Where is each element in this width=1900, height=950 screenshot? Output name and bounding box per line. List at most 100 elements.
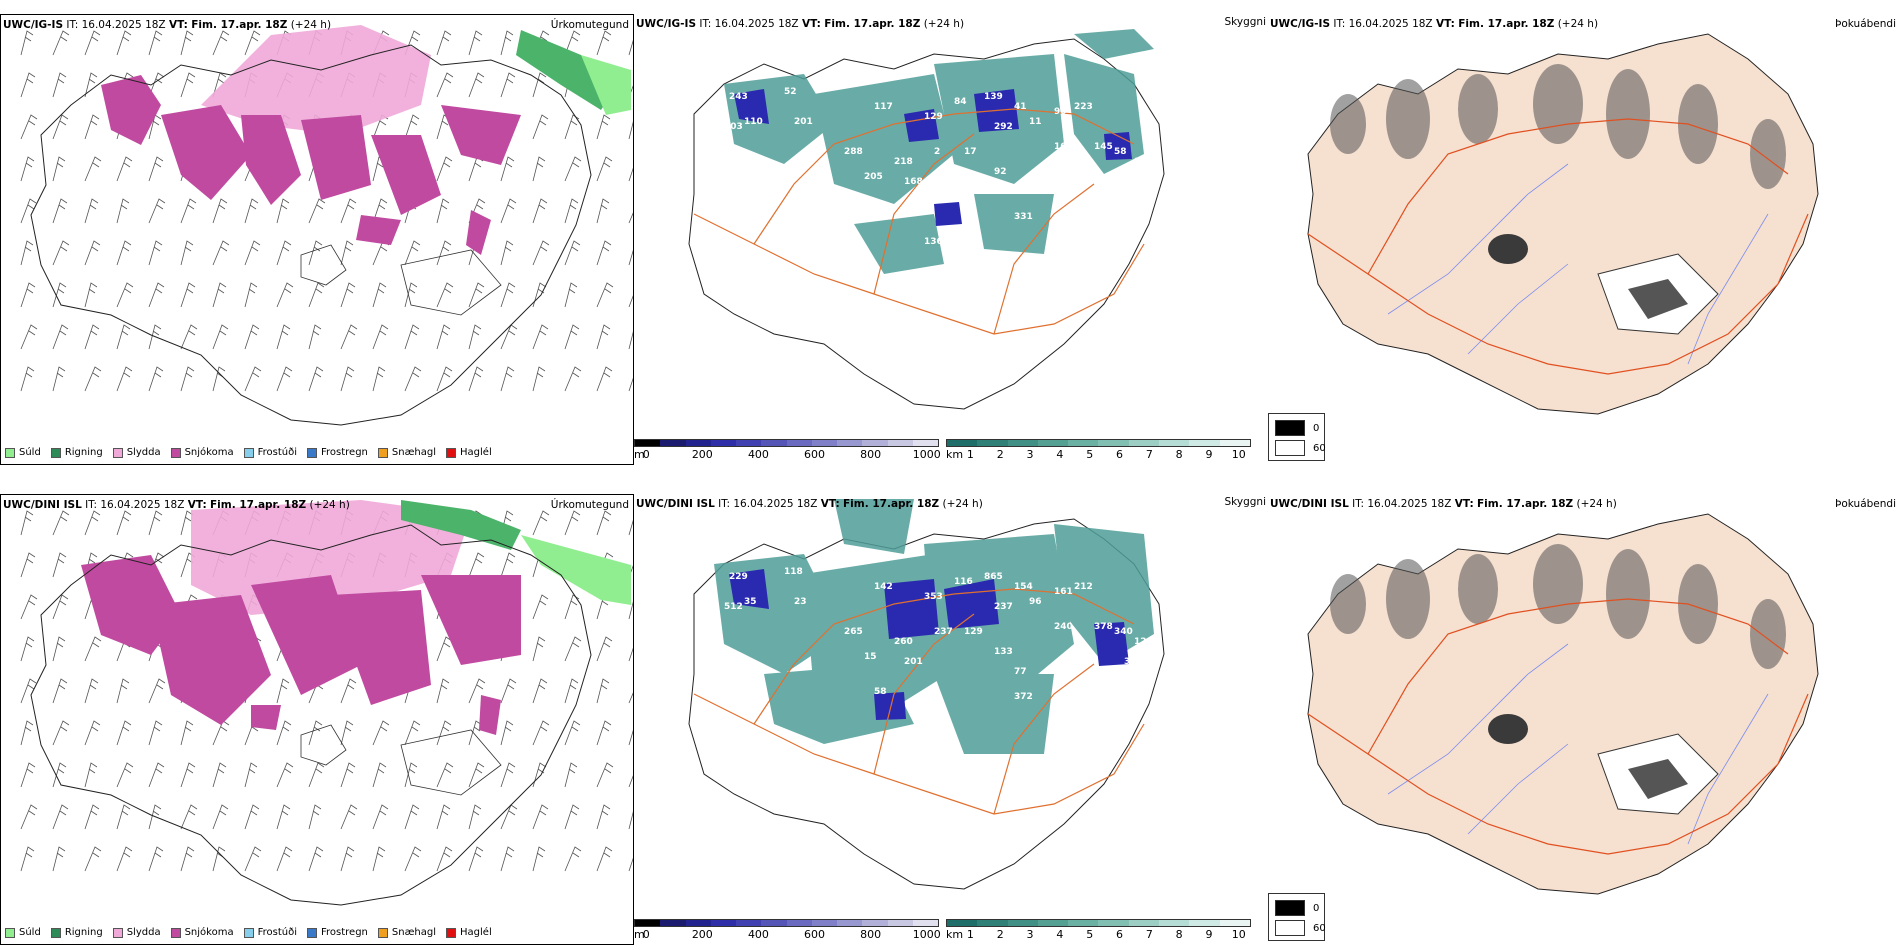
legend-label: Snæhagl	[391, 927, 437, 938]
visibility-label: 35	[744, 597, 757, 607]
visibility-label: 372	[1014, 692, 1033, 702]
wind-barb	[212, 846, 226, 872]
wind-barb	[468, 552, 485, 578]
legend-label: Snjókoma	[184, 927, 234, 938]
panel-header: UWC/DINI ISL IT: 16.04.2025 18Z VT: Fim.…	[636, 498, 983, 510]
visibility-label: 288	[844, 147, 863, 157]
legend-item: Snæhagl	[377, 927, 437, 938]
wind-barb	[180, 198, 197, 224]
wind-barb	[372, 324, 389, 350]
colorbar-tick: 6	[1116, 448, 1123, 461]
wind-barb	[52, 552, 67, 578]
legend-label: Slydda	[126, 927, 161, 938]
vis-legend-swatch	[1275, 420, 1305, 436]
legend-swatch	[170, 447, 181, 458]
wind-barb	[52, 678, 68, 704]
wind-barb	[20, 282, 36, 308]
wind-barb	[276, 804, 291, 830]
wind-barb	[148, 678, 166, 704]
legend-label: Haglél	[460, 447, 492, 458]
panel-header: UWC/DINI ISL IT: 16.04.2025 18Z VT: Fim.…	[3, 499, 350, 511]
wind-barb	[564, 636, 582, 662]
wind-barb	[372, 762, 387, 788]
visibility-label: 139	[984, 92, 1003, 102]
wind-barb	[564, 804, 580, 830]
roads	[693, 108, 1145, 335]
wind-barb	[116, 282, 134, 308]
colorbar-cell	[736, 440, 762, 446]
wind-barb	[116, 720, 132, 746]
visibility-label: 58	[874, 687, 887, 697]
colorbar-cell	[1098, 440, 1129, 446]
wind-barb	[52, 156, 66, 182]
visibility-label: 240	[1054, 622, 1073, 632]
legend-label: Frostúði	[257, 447, 297, 458]
visibility-label: 41	[1014, 102, 1027, 112]
wind-barb	[564, 198, 579, 224]
wind-barb	[404, 804, 420, 830]
wind-barb	[308, 846, 324, 872]
glaciers	[1488, 234, 1719, 335]
wind-barb	[404, 114, 420, 140]
legend-swatch	[5, 927, 15, 938]
colorbar-tick: 7	[1145, 928, 1153, 941]
legend-item: Frostúði	[243, 447, 297, 458]
wind-barb	[244, 804, 260, 830]
wind-barb	[84, 198, 99, 224]
colorbar-ticks: 1 2 3 4 5 6 7 8 9 10	[946, 928, 1251, 941]
visibility-label: 404	[1064, 267, 1083, 277]
wind-barb	[212, 324, 229, 350]
wind-barb	[212, 804, 229, 830]
vt-label: VT:	[168, 19, 188, 31]
wind-barb	[628, 249, 633, 266]
wind-barb	[532, 324, 549, 350]
colorbar-cell	[947, 440, 978, 446]
wind-barb	[52, 114, 69, 140]
wind-barb	[596, 156, 613, 182]
wind-barb	[84, 720, 101, 746]
wind-barb	[308, 366, 324, 392]
visibility-label: 103	[724, 122, 743, 132]
wind-barb	[84, 324, 100, 350]
wind-barb	[340, 846, 355, 872]
legend-item: Slydda	[112, 927, 161, 938]
lead-time: (+24 h)	[1576, 498, 1617, 510]
colorbar-tick: 1	[966, 448, 974, 461]
wind-barb	[180, 366, 195, 392]
colorbar-cell	[862, 920, 888, 926]
wind-barb	[148, 510, 163, 536]
rain-band	[401, 500, 521, 550]
wind-barb	[564, 240, 581, 266]
legend-label: Haglél	[460, 927, 492, 938]
snow-areas	[101, 75, 521, 255]
colorbar-cell	[710, 920, 736, 926]
colorbar-ticks: 0 200 400 600 800 1000	[634, 448, 941, 461]
wind-barb	[276, 678, 290, 704]
wind-barb	[372, 240, 390, 266]
roads	[1307, 598, 1809, 855]
sleet-area	[201, 25, 431, 135]
wind-barb	[500, 678, 517, 704]
wind-barb	[564, 282, 578, 308]
vt-value: Fim. 17.apr. 18Z	[824, 18, 921, 30]
wind-barb	[276, 324, 291, 350]
wind-barb	[372, 282, 387, 308]
colorbar-cell	[811, 440, 837, 446]
colorbar-tick: 600	[804, 448, 826, 461]
wind-barb	[628, 565, 633, 578]
wind-barb	[148, 240, 163, 266]
legend-item: Haglél	[446, 927, 492, 938]
visibility-label: 11	[1029, 117, 1042, 127]
wind-barb	[308, 720, 323, 746]
wind-barb	[52, 636, 66, 662]
wind-barb	[116, 156, 133, 182]
legend-swatch	[446, 927, 457, 938]
colorbar-cell	[1037, 920, 1069, 926]
wind-barb	[500, 762, 516, 788]
wind-barb	[148, 366, 164, 392]
wind-barb	[212, 240, 230, 266]
iceland-outline	[30, 524, 592, 906]
legend-item: Frostregn	[307, 927, 368, 938]
colorbar-tick: 8	[1175, 928, 1183, 941]
panel-title: Úrkomutegund	[550, 499, 629, 511]
